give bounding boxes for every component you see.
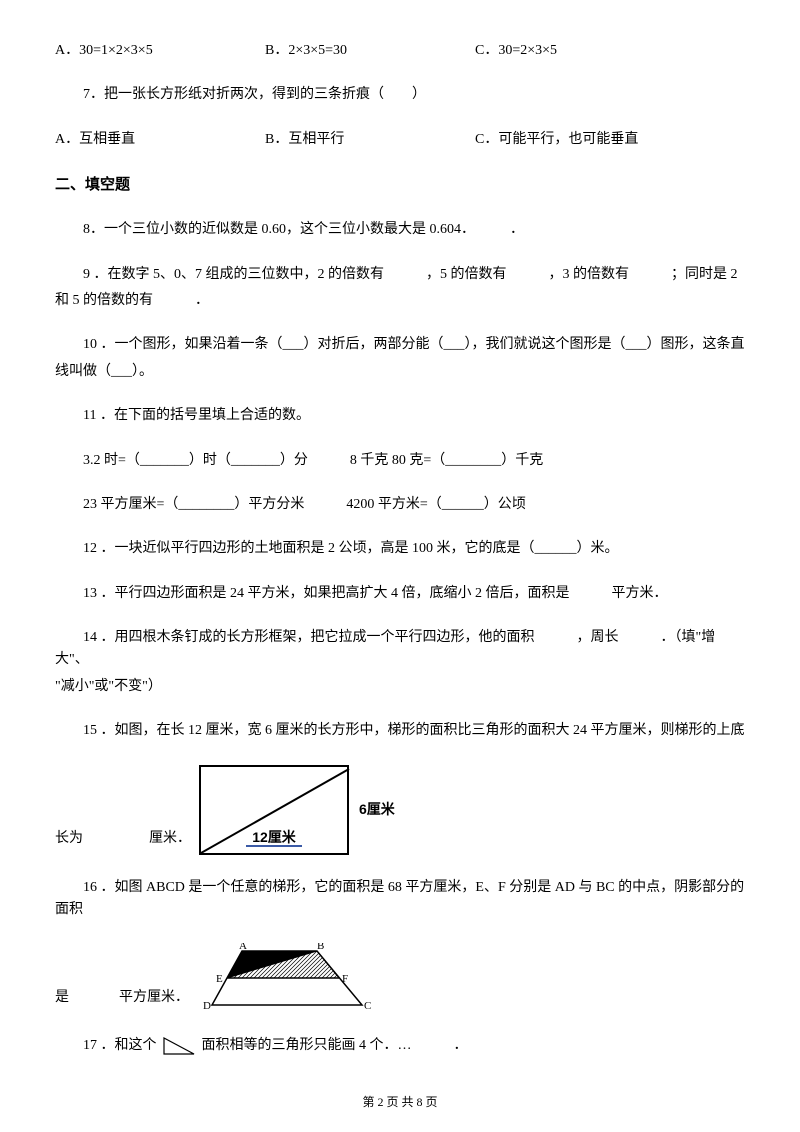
q16-text-b: 平方厘米． xyxy=(119,987,189,1013)
q10-line1: 10 ．一个图形，如果沿着一条（___）对折后，两部分能（___），我们就说这个… xyxy=(55,334,745,356)
q15-text-a: 长为 xyxy=(55,828,83,854)
q9-line1: 9 ．在数字 5、0、7 组成的三位数中，2 的倍数有 ，5 的倍数有 ，3 的… xyxy=(55,264,745,286)
label-a: A xyxy=(239,943,247,952)
opt-a: A．30=1×2×3×5 xyxy=(55,40,265,62)
q17-triangle-icon xyxy=(162,1036,196,1056)
q15-blank xyxy=(91,851,141,855)
q15-rectangle-figure: 12厘米 xyxy=(199,765,349,855)
q7-opt-b: B．互相平行 xyxy=(265,129,475,151)
q15-label-6: 6厘米 xyxy=(359,798,395,820)
page-footer: 第 2 页 共 8 页 xyxy=(0,1093,800,1112)
q8: 8．一个三位小数的近似数是 0.60，这个三位小数最大是 0.604． ． xyxy=(55,219,745,241)
opt-b: B．2×3×5=30 xyxy=(265,40,475,62)
q9-line2: 和 5 的倍数的有 ． xyxy=(55,290,745,312)
q14-line1: 14 ．用四根木条钉成的长方形框架，把它拉成一个平行四边形，他的面积 ，周长 ．… xyxy=(55,627,745,672)
q15-line1: 15 ．如图，在长 12 厘米，宽 6 厘米的长方形中，梯形的面积比三角形的面积… xyxy=(55,720,745,742)
q15-figure-row: 长为 厘米． 12厘米 6厘米 xyxy=(55,765,745,855)
label-c: C xyxy=(364,1000,371,1012)
q16-blank xyxy=(69,1009,119,1013)
section-2-title: 二、填空题 xyxy=(55,173,745,197)
q12: 12 ．一块近似平行四边形的土地面积是 2 公顷，高是 100 米，它的底是（_… xyxy=(55,538,745,560)
label-b: B xyxy=(317,943,324,952)
q11-line2: 23 平方厘米=（________）平方分米 4200 平方米=（______）… xyxy=(55,494,745,516)
q17-text-b: 面积相等的三角形只能画 4 个．… ． xyxy=(202,1038,468,1053)
q15-label-12: 12厘米 xyxy=(201,826,347,848)
q16-trapezoid-figure: A B C D E F xyxy=(197,943,377,1013)
q10-line2: 线叫做（___）。 xyxy=(55,361,745,383)
label-e: E xyxy=(216,973,223,985)
q11-title: 11 ．在下面的括号里填上合适的数。 xyxy=(55,405,745,427)
q15-text-b: 厘米． xyxy=(149,828,191,854)
q16-line1: 16 ．如图 ABCD 是一个任意的梯形，它的面积是 68 平方厘米，E、F 分… xyxy=(55,877,745,922)
q16-text-a: 是 xyxy=(55,987,69,1013)
q7-options: A．互相垂直 B．互相平行 C．可能平行，也可能垂直 xyxy=(55,129,745,151)
q16-figure-row: 是 平方厘米． A B C D E F xyxy=(55,943,745,1013)
q17: 17 ．和这个 面积相等的三角形只能画 4 个．… ． xyxy=(55,1035,745,1057)
q11-line1: 3.2 时=（_______）时（_______）分 8 千克 80 克=（__… xyxy=(55,450,745,472)
opt-c: C．30=2×3×5 xyxy=(475,40,745,62)
q15-label-12-text: 12厘米 xyxy=(246,829,302,847)
q17-text-a: 17 ．和这个 xyxy=(83,1038,157,1053)
q-top-options: A．30=1×2×3×5 B．2×3×5=30 C．30=2×3×5 xyxy=(55,40,745,62)
q14-line2: "减小"或"不变"） xyxy=(55,676,745,698)
q13: 13 ．平行四边形面积是 24 平方米，如果把高扩大 4 倍，底缩小 2 倍后，… xyxy=(55,583,745,605)
q7-text: 7．把一张长方形纸对折两次，得到的三条折痕（ ） xyxy=(55,84,745,106)
q7-opt-a: A．互相垂直 xyxy=(55,129,265,151)
label-d: D xyxy=(203,1000,211,1012)
label-f: F xyxy=(342,973,348,985)
q7-opt-c: C．可能平行，也可能垂直 xyxy=(475,129,745,151)
